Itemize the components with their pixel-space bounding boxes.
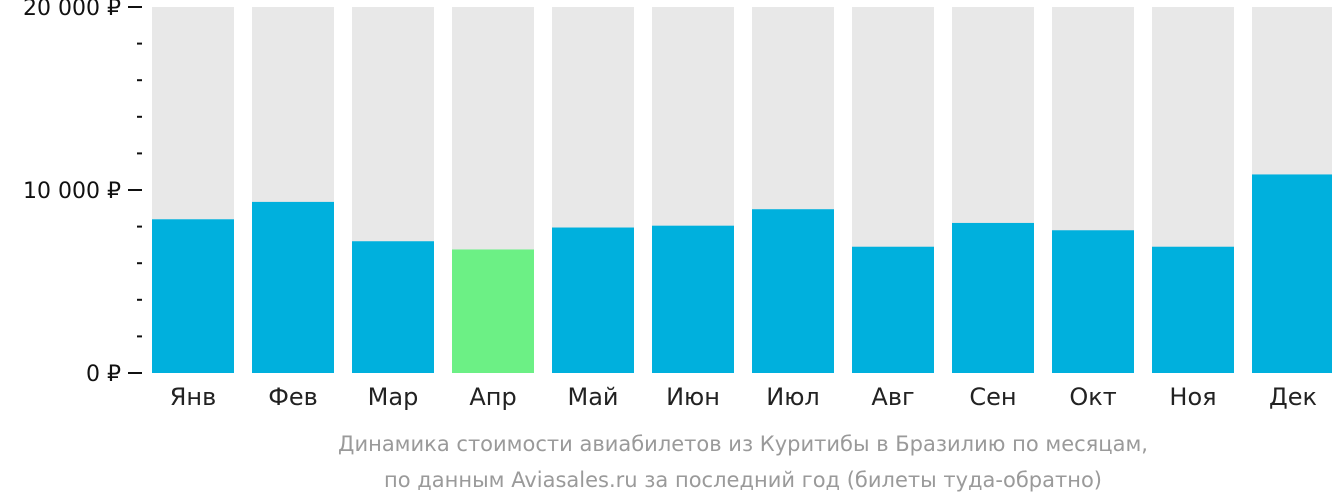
x-tick-label: Дек	[1269, 383, 1317, 411]
bars	[152, 174, 1332, 373]
x-tick-label: Фев	[268, 383, 318, 411]
x-tick-label: Май	[567, 383, 618, 411]
x-tick-label: Мар	[368, 383, 419, 411]
bar-12	[1252, 174, 1332, 373]
x-tick-label: Окт	[1069, 383, 1116, 411]
bar-5	[552, 227, 634, 373]
x-tick-label: Ноя	[1169, 383, 1216, 411]
y-tick-label: 10 000 ₽	[23, 179, 121, 204]
x-tick-label: Июл	[766, 383, 820, 411]
price-chart: 0 ₽ 10 000 ₽ 20 000 ₽ Янв Фев Мар Апр Май Июн Ию…	[23, 0, 1332, 411]
bar-4	[452, 249, 534, 373]
bar-3	[352, 241, 434, 373]
bar-1	[152, 219, 234, 373]
y-axis: 0 ₽ 10 000 ₽ 20 000 ₽	[23, 0, 142, 387]
bar-11	[1152, 246, 1234, 373]
x-tick-label: Авг	[871, 383, 914, 411]
x-tick-label: Сен	[969, 383, 1016, 411]
bar-6	[652, 225, 734, 373]
x-tick-label: Апр	[469, 383, 516, 411]
bar-7	[752, 209, 834, 373]
chart-caption-line-2: по данным Aviasales.ru за последний год …	[384, 468, 1102, 492]
bar-8	[852, 246, 934, 373]
bar-2	[252, 201, 334, 373]
bar-9	[952, 222, 1034, 373]
bar-10	[1052, 230, 1134, 373]
chart-caption-line-1: Динамика стоимости авиабилетов из Курити…	[338, 432, 1148, 456]
y-tick-label: 20 000 ₽	[23, 0, 121, 21]
x-tick-label: Июн	[666, 383, 720, 411]
x-axis: Янв Фев Мар Апр Май Июн Июл Авг Сен Окт Ноя Дек	[170, 383, 1317, 411]
x-tick-label: Янв	[170, 383, 217, 411]
y-tick-label: 0 ₽	[86, 362, 121, 387]
